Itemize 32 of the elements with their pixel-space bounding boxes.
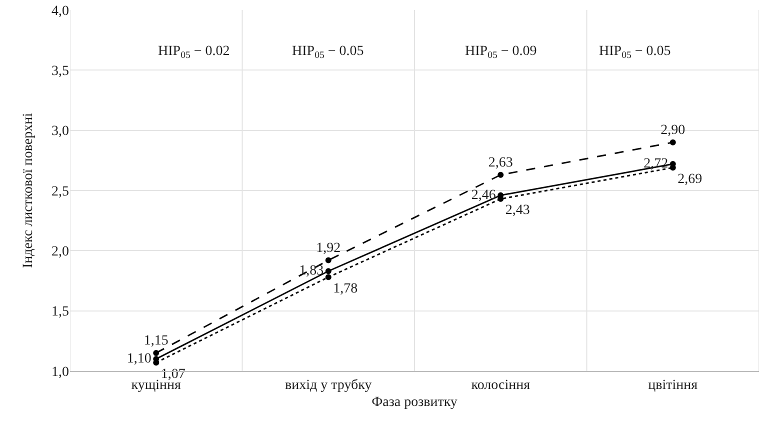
y-tick-label: 1,0 — [52, 364, 69, 380]
y-tick-label: 4,0 — [52, 4, 69, 19]
data-label: 1,15 — [144, 334, 168, 349]
annotation: HIP$_{05}$ − 0.05 — [599, 44, 671, 61]
y-tick-label: 3,0 — [52, 124, 69, 140]
data-label: 1,83 — [299, 264, 324, 279]
data-label: 2,63 — [488, 156, 513, 171]
y-tick-label: 2,5 — [52, 184, 69, 200]
point — [498, 172, 504, 178]
point — [670, 139, 676, 146]
annotation: HIP$_{05}$ − 0.02 — [158, 44, 230, 61]
x-tick-label: цвітіння — [648, 378, 698, 393]
point — [325, 274, 332, 280]
x-tick-label: вихід у трубку — [284, 378, 372, 393]
x-tick-label: колосіння — [471, 378, 531, 393]
point — [153, 350, 160, 356]
data-label: 1,10 — [126, 351, 152, 366]
y-tick-label: 2,0 — [52, 244, 69, 260]
data-label: 2,46 — [471, 188, 496, 203]
data-label: 2,90 — [660, 123, 686, 138]
y-tick-label: 3,5 — [52, 64, 69, 80]
annotation: HIP$_{05}$ − 0.09 — [465, 44, 537, 61]
annotation: HIP$_{05}$ − 0.05 — [292, 44, 364, 61]
point — [325, 268, 332, 274]
point — [325, 257, 332, 264]
y-tick-label: 1,5 — [52, 304, 69, 320]
data-label: 2,69 — [678, 172, 702, 187]
data-label: 2,43 — [505, 203, 530, 218]
x-axis-title: Фаза розвитку — [372, 395, 458, 410]
data-label: 1,78 — [333, 281, 358, 296]
y-axis-title: Індекс листкової поверхні — [21, 112, 36, 268]
data-label: 1,92 — [316, 241, 341, 256]
